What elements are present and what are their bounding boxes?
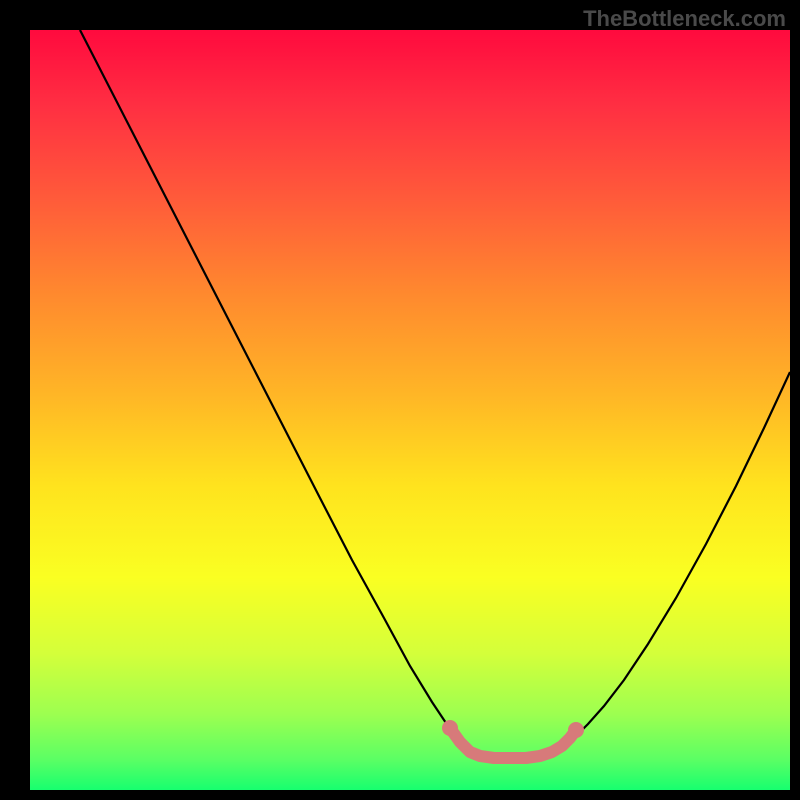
watermark-text: TheBottleneck.com <box>583 6 786 32</box>
bottleneck-chart <box>0 0 800 800</box>
chart-background <box>30 30 790 790</box>
optimal-zone-marker <box>568 722 584 738</box>
optimal-zone-marker <box>442 720 458 736</box>
